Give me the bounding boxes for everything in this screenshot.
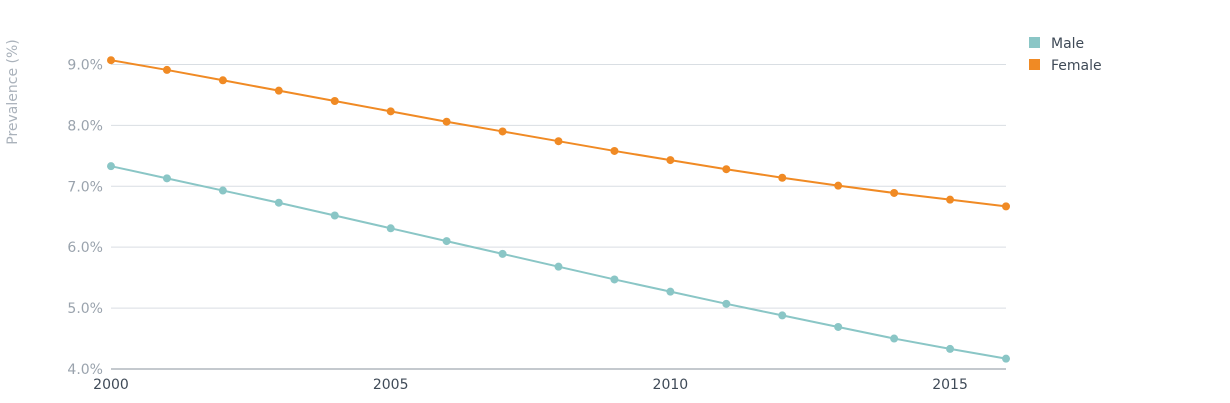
data-point-female[interactable]	[666, 156, 675, 165]
data-point-male[interactable]	[554, 262, 563, 271]
data-point-female[interactable]	[554, 137, 563, 146]
legend-item-female[interactable]: Female	[1029, 58, 1102, 74]
data-point-female[interactable]	[162, 65, 171, 74]
data-point-female[interactable]	[946, 195, 955, 204]
y-tick-label: 4.0%	[67, 362, 103, 378]
series-male	[107, 162, 1010, 363]
y-axis-ticks: 4.0% 5.0% 6.0% 7.0% 8.0% 9.0%	[67, 57, 103, 378]
data-point-male[interactable]	[330, 211, 339, 220]
data-point-female[interactable]	[218, 76, 227, 85]
legend-swatch	[1029, 37, 1040, 48]
series-line-female	[110, 59, 1007, 208]
data-point-male[interactable]	[442, 237, 451, 246]
data-point-male[interactable]	[722, 299, 731, 308]
data-point-male[interactable]	[946, 344, 955, 353]
data-point-female[interactable]	[330, 97, 339, 105]
series	[107, 56, 1010, 363]
data-point-female[interactable]	[498, 127, 507, 136]
data-point-male[interactable]	[218, 186, 227, 195]
legend-label: Female	[1051, 58, 1102, 74]
legend: Male Female	[1029, 36, 1102, 74]
y-tick-label: 8.0%	[67, 118, 103, 134]
data-point-male[interactable]	[778, 311, 787, 320]
data-point-female[interactable]	[722, 165, 731, 174]
data-point-male[interactable]	[890, 334, 899, 343]
data-point-male[interactable]	[666, 287, 675, 296]
gridlines	[111, 63, 1006, 370]
data-point-female[interactable]	[107, 56, 115, 65]
y-tick-label: 6.0%	[67, 240, 103, 256]
legend-item-male[interactable]: Male	[1029, 36, 1084, 52]
x-tick-label: 2005	[373, 377, 409, 393]
data-point-male[interactable]	[386, 224, 395, 233]
data-point-male[interactable]	[610, 275, 619, 284]
series-line-male	[110, 165, 1007, 360]
data-point-male[interactable]	[107, 162, 115, 171]
legend-swatch	[1029, 59, 1040, 70]
y-tick-label: 7.0%	[67, 179, 103, 195]
data-point-male[interactable]	[1002, 354, 1010, 363]
data-point-female[interactable]	[610, 146, 619, 155]
legend-label: Male	[1051, 36, 1084, 52]
data-point-female[interactable]	[442, 117, 451, 126]
data-point-female[interactable]	[834, 181, 843, 190]
y-tick-label: 5.0%	[67, 301, 103, 317]
data-point-female[interactable]	[778, 173, 787, 182]
x-tick-label: 2015	[932, 377, 968, 393]
data-point-male[interactable]	[834, 322, 843, 331]
data-point-male[interactable]	[498, 249, 507, 258]
data-point-female[interactable]	[386, 107, 395, 116]
series-female	[107, 56, 1010, 211]
x-axis-ticks: 2000 2005 2010 2015	[93, 377, 968, 393]
x-tick-label: 2000	[93, 377, 129, 393]
x-tick-label: 2010	[653, 377, 689, 393]
data-point-male[interactable]	[274, 198, 283, 207]
y-tick-label: 9.0%	[67, 57, 103, 73]
data-point-female[interactable]	[1002, 202, 1010, 211]
data-point-female[interactable]	[274, 86, 283, 95]
data-point-male[interactable]	[162, 174, 171, 183]
y-axis-label: Prevalence (%)	[5, 39, 21, 145]
data-point-female[interactable]	[890, 188, 899, 197]
